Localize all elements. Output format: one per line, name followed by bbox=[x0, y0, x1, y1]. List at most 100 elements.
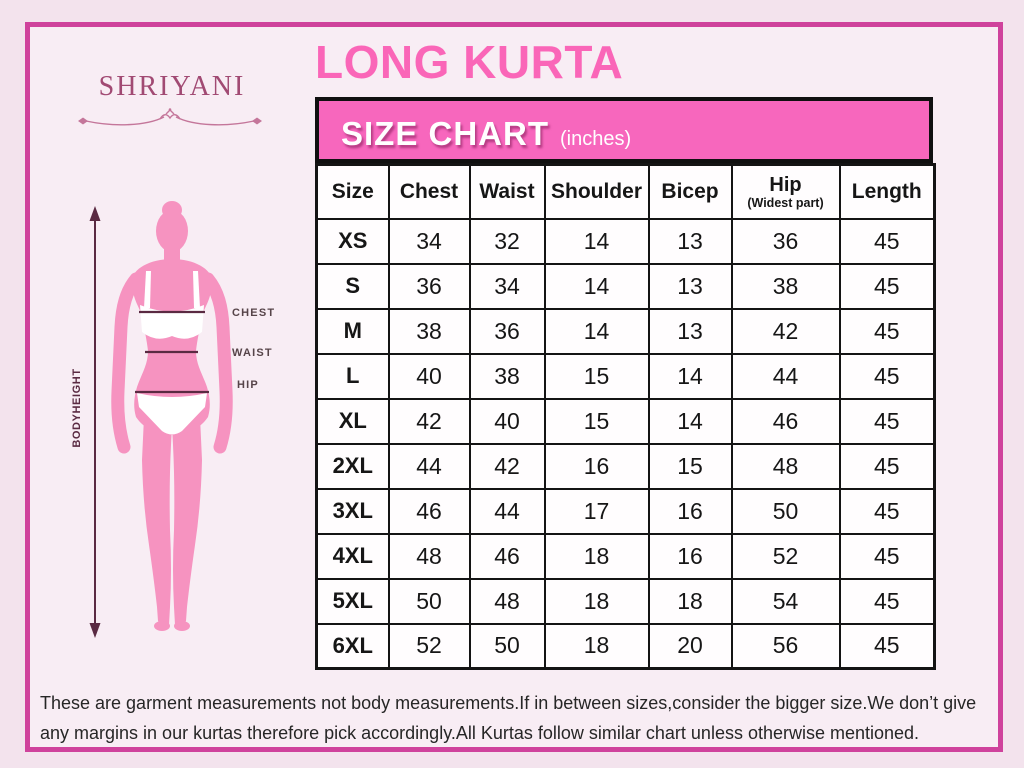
table-header-row: Size Chest Waist Shoulder Bicep Hip (Wid… bbox=[315, 163, 936, 220]
height-arrow-icon bbox=[89, 206, 101, 638]
value-cell: 48 bbox=[730, 442, 841, 490]
value-cell: 45 bbox=[838, 532, 936, 580]
value-cell: 14 bbox=[647, 397, 733, 445]
page-title: LONG KURTA bbox=[315, 36, 624, 88]
value-cell: 52 bbox=[730, 532, 841, 580]
size-cell: XL bbox=[315, 397, 390, 445]
table-row: 5XL 50 48 18 18 54 45 bbox=[315, 577, 936, 625]
value-cell: 34 bbox=[387, 217, 471, 265]
chest-label: CHEST bbox=[232, 307, 275, 319]
col-header-hip: Hip (Widest part) bbox=[730, 163, 841, 220]
value-cell: 16 bbox=[543, 442, 650, 490]
value-cell: 18 bbox=[543, 532, 650, 580]
value-cell: 14 bbox=[543, 262, 650, 310]
value-cell: 15 bbox=[543, 352, 650, 400]
size-cell: 6XL bbox=[315, 622, 390, 670]
table-row: XL 42 40 15 14 46 45 bbox=[315, 397, 936, 445]
value-cell: 50 bbox=[730, 487, 841, 535]
value-cell: 36 bbox=[730, 217, 841, 265]
table-row: 6XL 52 50 18 20 56 45 bbox=[315, 622, 936, 670]
value-cell: 18 bbox=[647, 577, 733, 625]
value-cell: 45 bbox=[838, 397, 936, 445]
value-cell: 42 bbox=[387, 397, 471, 445]
value-cell: 38 bbox=[730, 262, 841, 310]
table-row: 4XL 48 46 18 16 52 45 bbox=[315, 532, 936, 580]
value-cell: 14 bbox=[543, 307, 650, 355]
value-cell: 15 bbox=[543, 397, 650, 445]
value-cell: 38 bbox=[387, 307, 471, 355]
table-row: M 38 36 14 13 42 45 bbox=[315, 307, 936, 355]
value-cell: 44 bbox=[730, 352, 841, 400]
size-cell: 5XL bbox=[315, 577, 390, 625]
value-cell: 45 bbox=[838, 217, 936, 265]
size-chart-heading: SIZE CHART bbox=[341, 115, 549, 152]
col-header-bicep: Bicep bbox=[647, 163, 733, 220]
body-measurement-figure: BODYHEIGHT CHEST bbox=[71, 201, 275, 638]
value-cell: 14 bbox=[543, 217, 650, 265]
value-cell: 18 bbox=[543, 577, 650, 625]
bodyheight-label: BODYHEIGHT bbox=[71, 368, 83, 447]
value-cell: 18 bbox=[543, 622, 650, 670]
size-cell: 2XL bbox=[315, 442, 390, 490]
col-header-size: Size bbox=[315, 163, 390, 220]
hip-label: HIP bbox=[237, 379, 259, 391]
value-cell: 13 bbox=[647, 217, 733, 265]
value-cell: 45 bbox=[838, 307, 936, 355]
value-cell: 46 bbox=[730, 397, 841, 445]
value-cell: 42 bbox=[730, 307, 841, 355]
value-cell: 56 bbox=[730, 622, 841, 670]
value-cell: 36 bbox=[468, 307, 546, 355]
col-header-chest: Chest bbox=[387, 163, 471, 220]
value-cell: 40 bbox=[468, 397, 546, 445]
value-cell: 45 bbox=[838, 262, 936, 310]
col-header-shoulder: Shoulder bbox=[543, 163, 650, 220]
value-cell: 50 bbox=[468, 622, 546, 670]
footer-note: These are garment measurements not body … bbox=[40, 693, 977, 743]
value-cell: 48 bbox=[387, 532, 471, 580]
value-cell: 17 bbox=[543, 487, 650, 535]
table-row: 3XL 46 44 17 16 50 45 bbox=[315, 487, 936, 535]
value-cell: 15 bbox=[647, 442, 733, 490]
value-cell: 14 bbox=[647, 352, 733, 400]
value-cell: 40 bbox=[387, 352, 471, 400]
value-cell: 44 bbox=[468, 487, 546, 535]
value-cell: 45 bbox=[838, 352, 936, 400]
value-cell: 36 bbox=[387, 262, 471, 310]
value-cell: 46 bbox=[387, 487, 471, 535]
garments bbox=[137, 271, 207, 435]
table-row: L 40 38 15 14 44 45 bbox=[315, 352, 936, 400]
table-row: S 36 34 14 13 38 45 bbox=[315, 262, 936, 310]
value-cell: 42 bbox=[468, 442, 546, 490]
value-cell: 38 bbox=[468, 352, 546, 400]
size-chart-banner: SIZE CHART (inches) bbox=[315, 97, 933, 163]
value-cell: 16 bbox=[647, 487, 733, 535]
value-cell: 46 bbox=[468, 532, 546, 580]
size-chart-block: SIZE CHART (inches) Size Chest Waist Sho… bbox=[315, 97, 936, 670]
value-cell: 45 bbox=[838, 442, 936, 490]
value-cell: 48 bbox=[468, 577, 546, 625]
value-cell: 50 bbox=[387, 577, 471, 625]
size-cell: 4XL bbox=[315, 532, 390, 580]
col-header-hip-subnote: (Widest part) bbox=[747, 195, 824, 210]
card-frame: SHRIYANI LONG KURTA BODYHEIGHT bbox=[25, 22, 1003, 752]
value-cell: 45 bbox=[838, 622, 936, 670]
value-cell: 52 bbox=[387, 622, 471, 670]
value-cell: 13 bbox=[647, 307, 733, 355]
table-row: 2XL 44 42 16 15 48 45 bbox=[315, 442, 936, 490]
size-table: Size Chest Waist Shoulder Bicep Hip (Wid… bbox=[315, 163, 936, 670]
size-cell: M bbox=[315, 307, 390, 355]
value-cell: 45 bbox=[838, 577, 936, 625]
col-header-length: Length bbox=[838, 163, 936, 220]
value-cell: 16 bbox=[647, 532, 733, 580]
value-cell: 34 bbox=[468, 262, 546, 310]
value-cell: 32 bbox=[468, 217, 546, 265]
col-header-hip-label: Hip bbox=[769, 173, 802, 196]
value-cell: 45 bbox=[838, 487, 936, 535]
brand-logo: SHRIYANI bbox=[98, 71, 246, 102]
waist-label: WAIST bbox=[232, 347, 273, 359]
size-chart-unit: (inches) bbox=[560, 128, 632, 150]
value-cell: 13 bbox=[647, 262, 733, 310]
value-cell: 44 bbox=[387, 442, 471, 490]
size-cell: L bbox=[315, 352, 390, 400]
size-cell: XS bbox=[315, 217, 390, 265]
